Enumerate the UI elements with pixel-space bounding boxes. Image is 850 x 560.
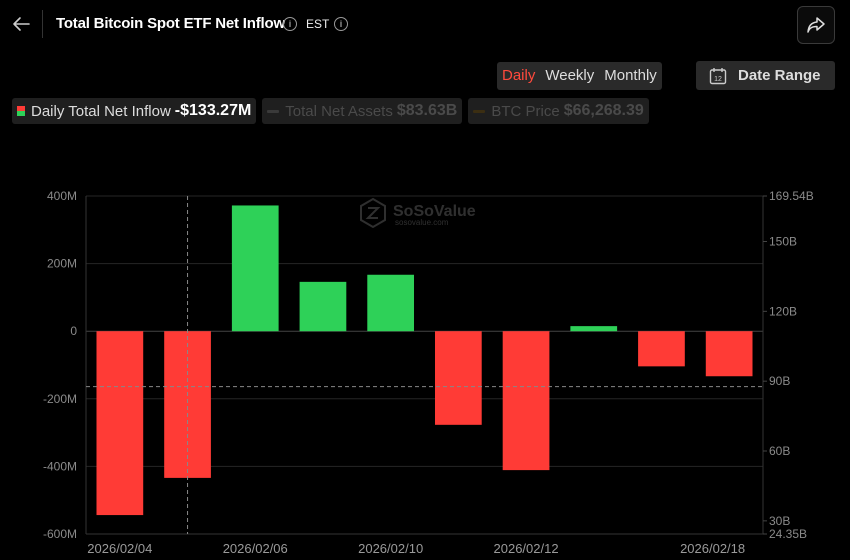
legend-label: Daily Total Net Inflow [31, 102, 171, 120]
date-range-label: Date Range [738, 67, 821, 84]
page-title: Total Bitcoin Spot ETF Net Inflow [56, 15, 285, 32]
arrow-left-icon [13, 17, 30, 31]
calendar-icon-text: 12 [714, 76, 722, 83]
legend-value: -$133.27M [174, 102, 252, 119]
y-tick-label: 400M [47, 189, 77, 203]
x-tick-label: 2026/02/04 [87, 541, 152, 556]
share-button[interactable] [797, 6, 835, 44]
bar [299, 281, 347, 332]
legend-swatch-line [267, 109, 280, 113]
legend-swatch-bar [17, 106, 25, 116]
date-range-button[interactable]: 12 Date Range [696, 61, 835, 90]
bar [164, 331, 211, 478]
x-tick-label: 2026/02/18 [680, 541, 745, 556]
tab-monthly[interactable]: Monthly [604, 67, 657, 84]
legend-total-net-assets[interactable]: Total Net Assets $83.63B [262, 98, 463, 124]
y-tick-label: -200M [43, 392, 77, 406]
calendar-icon: 12 [709, 68, 727, 85]
legend-value: $83.63B [396, 102, 458, 119]
bar [502, 331, 550, 471]
legend-daily-net-inflow[interactable]: Daily Total Net Inflow -$133.27M [12, 98, 257, 124]
timezone-label: EST [306, 17, 330, 31]
legend-swatch-line [473, 109, 486, 113]
y2-tick-label: 90B [769, 374, 790, 388]
chart-legend: Daily Total Net Inflow -$133.27M Total N… [12, 98, 649, 124]
watermark-site: sosovalue.com [395, 218, 449, 227]
y-tick-label: 200M [47, 257, 77, 271]
y2-tick-label: 169.54B [769, 189, 814, 203]
crosshair [86, 196, 763, 534]
y-tick-label: -600M [43, 527, 77, 541]
x-tick-label: 2026/02/10 [358, 541, 423, 556]
bar [570, 326, 618, 332]
y2-tick-label: 150B [769, 234, 797, 248]
bar [434, 331, 482, 425]
legend-btc-price[interactable]: BTC Price $66,268.39 [468, 98, 649, 124]
bar [638, 331, 685, 367]
header-divider [42, 10, 43, 38]
y2-tick-label: 60B [769, 444, 790, 458]
x-tick-label: 2026/02/12 [494, 541, 559, 556]
tab-daily[interactable]: Daily [502, 67, 536, 84]
y2-tick-label: 120B [769, 304, 797, 318]
x-tick-label: 2026/02/06 [223, 541, 288, 556]
y2-tick-label: 30B [769, 514, 790, 528]
x-axis: 2026/02/04 2026/02/06 2026/02/10 2026/02/12… [86, 533, 763, 556]
share-icon [807, 17, 825, 33]
watermark-name: SoSoValue [393, 203, 476, 220]
info-icon[interactable]: i [283, 17, 297, 31]
bar [705, 331, 753, 377]
y-tick-label: -400M [43, 459, 77, 473]
back-button[interactable] [10, 13, 32, 35]
bar [96, 331, 144, 516]
y2-tick-label: 24.35B [769, 527, 807, 541]
bar [367, 274, 415, 332]
header: Total Bitcoin Spot ETF Net Inflow i EST … [0, 0, 850, 50]
legend-label: BTC Price [491, 102, 560, 120]
timezone-info-icon[interactable]: i [334, 17, 348, 31]
bars [96, 205, 753, 516]
tab-weekly[interactable]: Weekly [545, 67, 595, 84]
watermark: SoSoValue sosovalue.com [360, 197, 476, 229]
y-axis-left: 400M 200M 0 -200M -400M -600M [43, 189, 87, 541]
legend-label: Total Net Assets [285, 102, 393, 120]
period-selector: Daily Weekly Monthly [497, 62, 662, 90]
y-tick-label: 0 [70, 324, 77, 338]
legend-value: $66,268.39 [563, 102, 644, 119]
bar [231, 205, 279, 332]
sosovalue-logo-icon [360, 197, 386, 229]
